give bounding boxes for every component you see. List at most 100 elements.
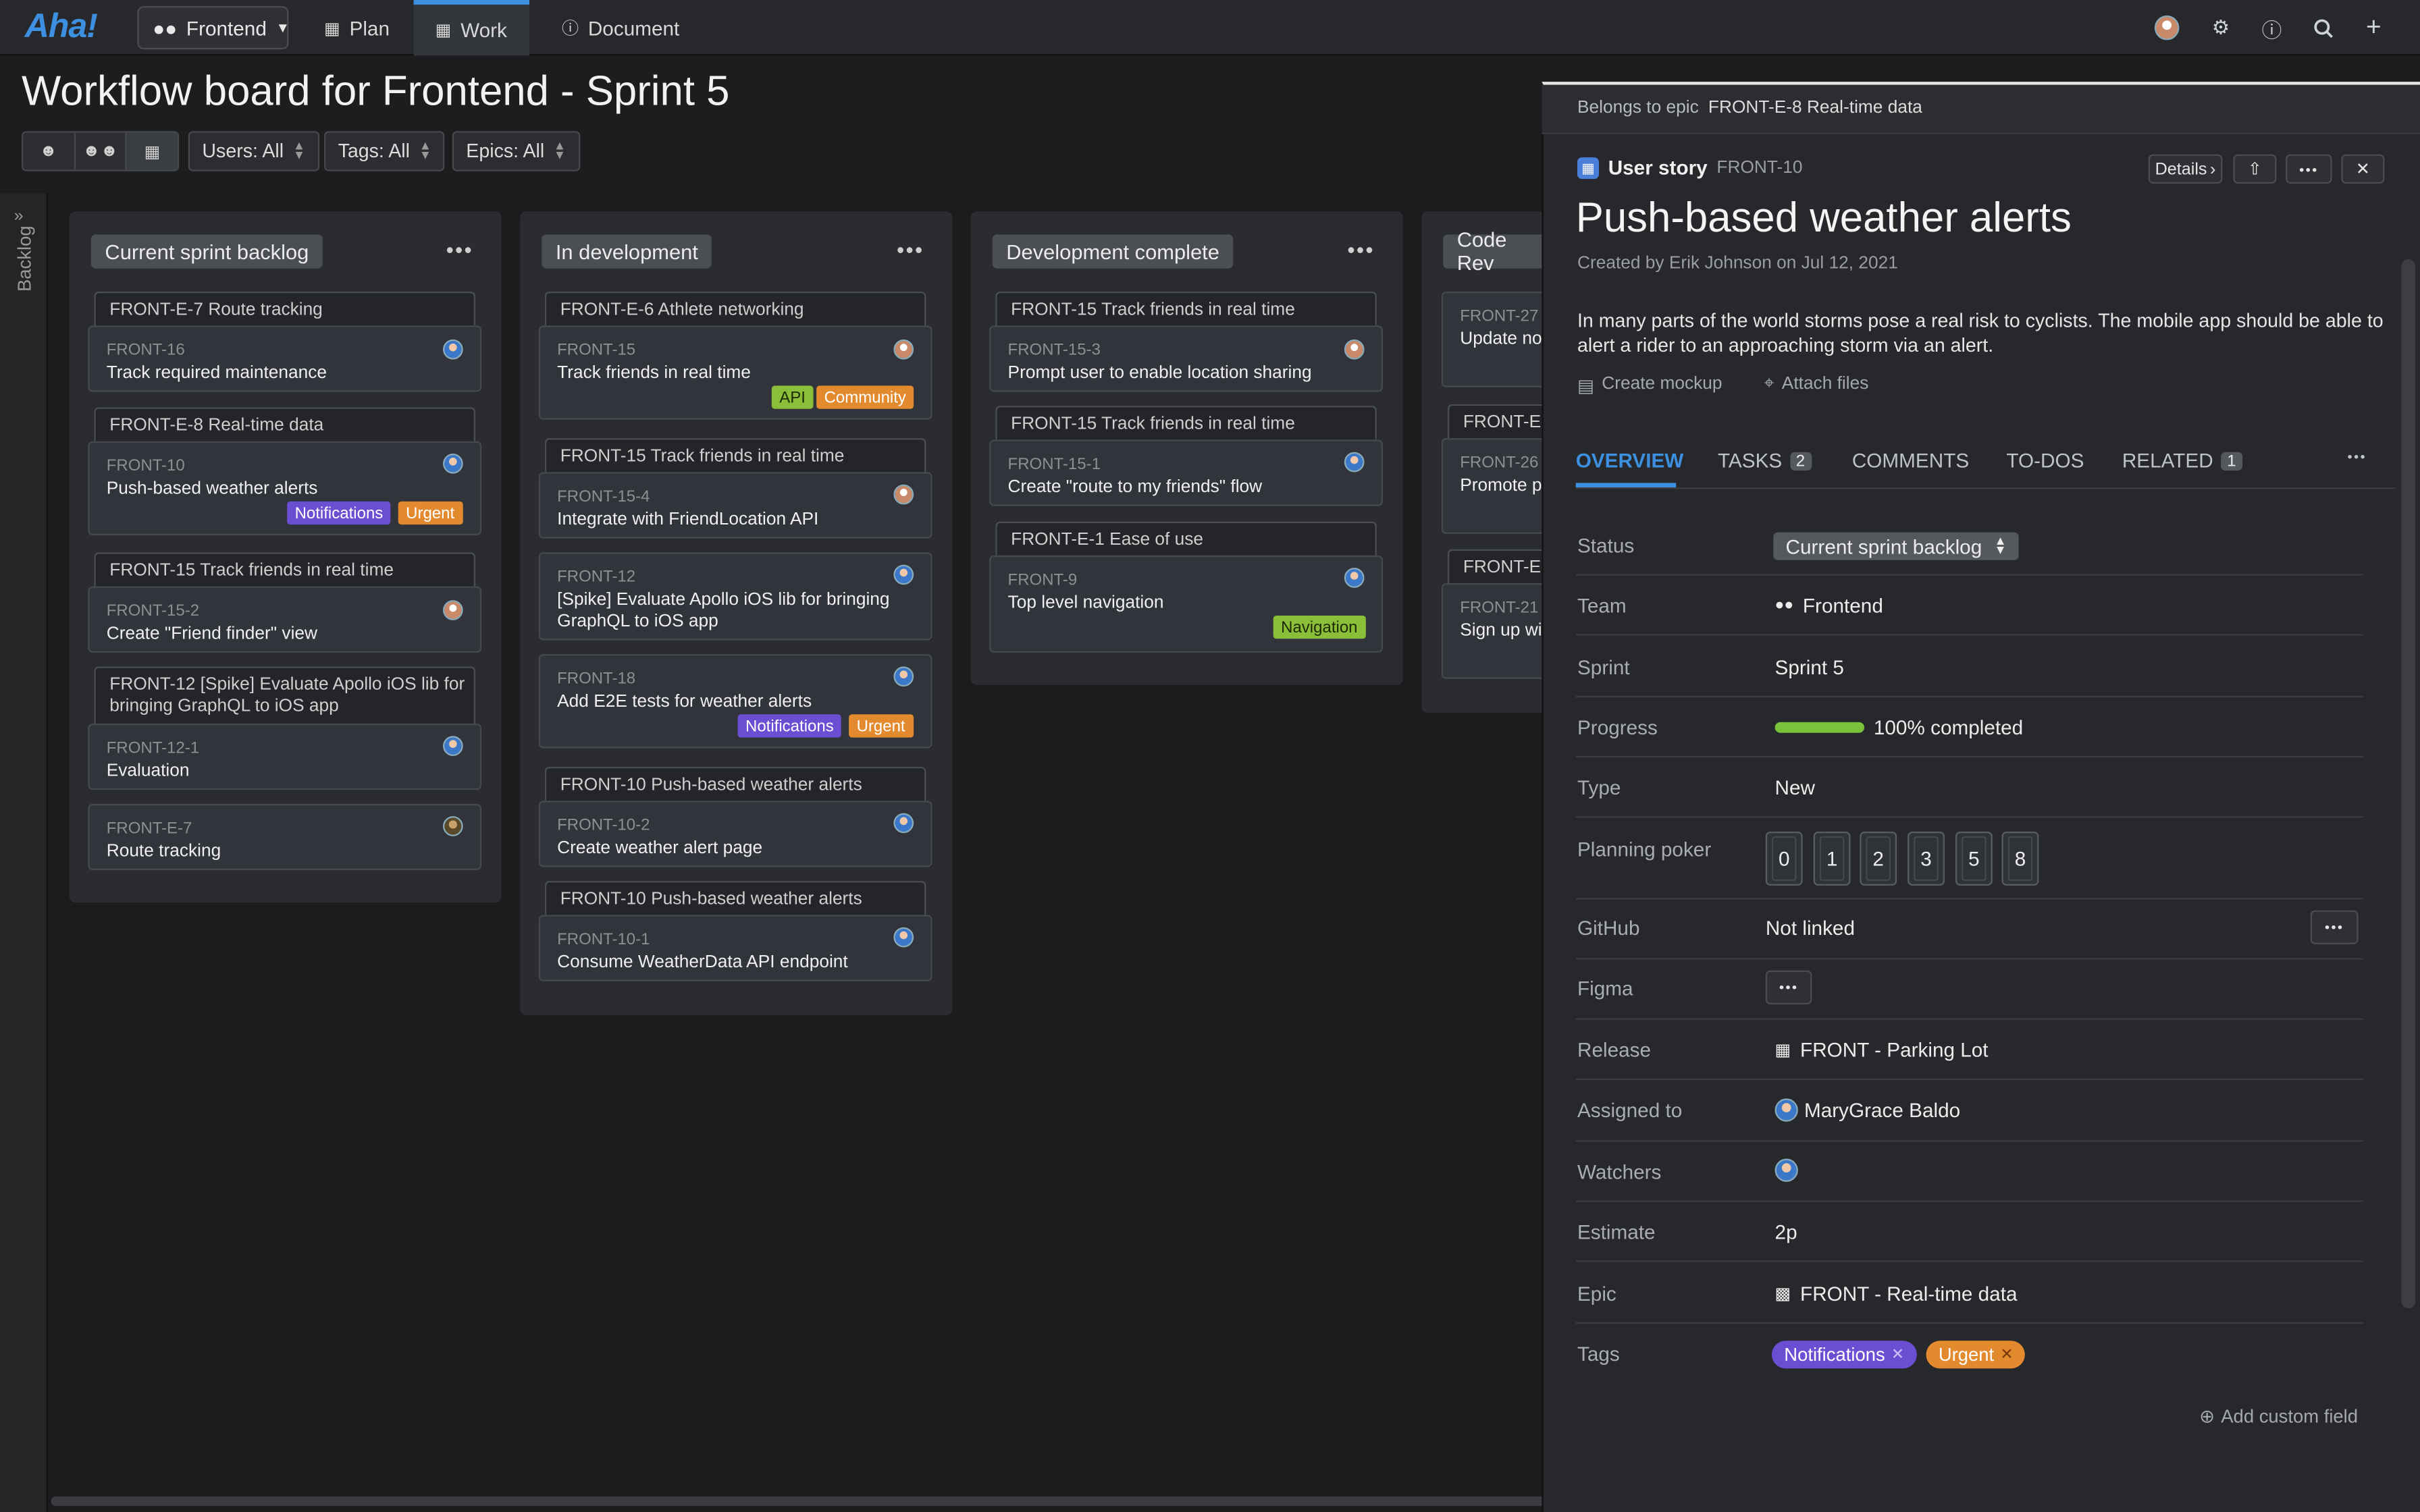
- poker-card[interactable]: 0: [1765, 831, 1803, 886]
- story-card[interactable]: FRONT-9 Top level navigation Navigation: [989, 555, 1383, 653]
- search-icon[interactable]: [2309, 14, 2336, 42]
- story-card[interactable]: FRONT-10-1 Consume WeatherData API endpo…: [538, 915, 932, 981]
- poker-value: 2: [1872, 846, 1884, 871]
- tag-api: API: [771, 385, 814, 409]
- more-options-icon[interactable]: •••: [446, 237, 474, 263]
- story-card[interactable]: FRONT-15-3 Prompt user to enable locatio…: [989, 325, 1383, 392]
- card-id: FRONT-12-1: [106, 738, 200, 758]
- backlog-sidebar[interactable]: [0, 192, 48, 1512]
- tab-document[interactable]: ⓘ Document: [540, 0, 701, 55]
- user-story-icon: ▦: [1577, 156, 1599, 178]
- epic-field[interactable]: ▩ FRONT - Real-time data: [1775, 1282, 2018, 1305]
- poker-card[interactable]: 5: [1955, 831, 1993, 886]
- epic-label[interactable]: FRONT-15 Track friends in real time: [94, 552, 475, 587]
- epic-label[interactable]: FRONT-E-7 Route tracking: [94, 291, 475, 326]
- estimate-value[interactable]: 2p: [1774, 1220, 1797, 1244]
- progress-bar[interactable]: [1774, 722, 1865, 733]
- status-dropdown[interactable]: Current sprint backlog ▲ ▼: [1773, 532, 2019, 560]
- user-avatar[interactable]: [2153, 14, 2181, 42]
- tabs-more-icon[interactable]: •••: [2347, 449, 2367, 464]
- close-icon[interactable]: ✕: [2341, 154, 2385, 184]
- story-card[interactable]: FRONT-10 Push-based weather alerts Notif…: [88, 441, 482, 536]
- epic-label[interactable]: FRONT-15 Track friends in real time: [544, 438, 926, 473]
- record-description[interactable]: In many parts of the world storms pose a…: [1577, 308, 2384, 358]
- app-logo[interactable]: Aha!: [24, 6, 98, 45]
- expand-chevron-icon[interactable]: »: [14, 207, 24, 225]
- sprint-value[interactable]: Sprint 5: [1774, 655, 1844, 679]
- create-mockup-link[interactable]: ▤ Create mockup: [1577, 375, 1722, 396]
- story-card[interactable]: FRONT-15-2 Create "Friend finder" view: [88, 586, 482, 653]
- story-card[interactable]: FRONT-16 Track required maintenance: [88, 325, 482, 392]
- poker-value: 1: [1826, 846, 1838, 871]
- remove-tag-icon[interactable]: ✕: [2000, 1346, 2014, 1364]
- tags-filter[interactable]: Tags: All ▲ ▼: [323, 131, 446, 171]
- story-card[interactable]: FRONT-10-2 Create weather alert page: [538, 801, 932, 867]
- tab-todos[interactable]: TO-DOS: [2006, 449, 2084, 473]
- assignee-avatar: [442, 816, 463, 836]
- team-view-icon[interactable]: ☻☻: [75, 132, 128, 170]
- record-detail-panel: [1542, 82, 2420, 1512]
- filter-label: Users: All: [202, 140, 284, 162]
- tab-plan[interactable]: ▦ Plan: [302, 0, 411, 55]
- epic-label[interactable]: FRONT-E-1 Ease of use: [995, 521, 1377, 556]
- board-view-icon[interactable]: ▦: [127, 132, 178, 170]
- assigned-field[interactable]: MaryGrace Baldo: [1774, 1098, 1960, 1122]
- epic-label[interactable]: FRONT-15 Track friends in real time: [995, 406, 1377, 440]
- more-options-icon[interactable]: •••: [1347, 237, 1375, 263]
- poker-card[interactable]: 2: [1860, 831, 1897, 886]
- more-options-icon[interactable]: •••: [2286, 154, 2332, 184]
- workspace-selector[interactable]: ●● Frontend ▼: [137, 6, 290, 50]
- panel-scrollbar[interactable]: [2401, 259, 2416, 1309]
- epic-label[interactable]: FRONT-E-1: [1447, 549, 1556, 583]
- type-value[interactable]: New: [1774, 776, 1816, 799]
- tag-notifications[interactable]: Notifications ✕: [1771, 1341, 1917, 1369]
- epics-filter[interactable]: Epics: All ▲ ▼: [452, 131, 580, 171]
- epic-card[interactable]: FRONT-E-7 Route tracking: [88, 803, 482, 871]
- epic-label[interactable]: FRONT-E-8 Real-time data: [94, 407, 475, 441]
- field-label-figma: Figma: [1577, 976, 1633, 1000]
- team-field[interactable]: ●● Frontend: [1775, 594, 1883, 617]
- release-field[interactable]: ▦ FRONT - Parking Lot: [1775, 1038, 1989, 1061]
- user-view-icon[interactable]: ☻: [23, 132, 76, 170]
- story-card[interactable]: FRONT-15-4 Integrate with FriendLocation…: [538, 472, 932, 539]
- record-title[interactable]: Push-based weather alerts: [1575, 194, 2072, 241]
- tab-comments[interactable]: COMMENTS: [1851, 449, 1970, 473]
- epic-label[interactable]: FRONT-15 Track friends in real time: [995, 291, 1377, 326]
- users-filter[interactable]: Users: All ▲ ▼: [188, 131, 319, 171]
- tag-notifications: Notifications: [737, 714, 842, 738]
- tab-related[interactable]: RELATED 1: [2122, 449, 2242, 472]
- story-card[interactable]: FRONT-15-1 Create "route to my friends" …: [989, 439, 1383, 506]
- help-icon[interactable]: ⓘ: [2261, 18, 2282, 41]
- horizontal-scrollbar[interactable]: [51, 1496, 1545, 1506]
- epic-label[interactable]: FRONT-12 [Spike] Evaluate Apollo iOS lib…: [94, 666, 475, 724]
- settings-gear-icon[interactable]: ⚙: [2211, 15, 2230, 39]
- epic-label[interactable]: FRONT-E-1: [1447, 404, 1556, 439]
- epic-label[interactable]: FRONT-10 Push-based weather alerts: [544, 881, 926, 915]
- poker-card[interactable]: 3: [1908, 831, 1945, 886]
- add-plus-icon[interactable]: +: [2366, 12, 2382, 42]
- tab-overview[interactable]: OVERVIEW: [1575, 449, 1684, 473]
- github-more-icon[interactable]: •••: [2310, 910, 2359, 944]
- add-custom-field-link[interactable]: ⊕ Add custom field: [2199, 1405, 2358, 1427]
- attach-files-link[interactable]: ⌖ Attach files: [1764, 375, 1869, 395]
- more-options-icon[interactable]: •••: [896, 237, 924, 263]
- view-switcher[interactable]: ☻ ☻☻ ▦: [21, 131, 180, 171]
- tab-work[interactable]: ▦ Work: [413, 0, 529, 56]
- watcher-avatar[interactable]: [1774, 1158, 1798, 1182]
- details-button[interactable]: Details ›: [2148, 154, 2223, 184]
- tab-tasks[interactable]: TASKS 2: [1718, 449, 1812, 472]
- story-card[interactable]: FRONT-18 Add E2E tests for weather alert…: [538, 654, 932, 749]
- story-card[interactable]: FRONT-15 Track friends in real time API …: [538, 325, 932, 420]
- poker-card[interactable]: 1: [1813, 831, 1851, 886]
- figma-more-icon[interactable]: •••: [1765, 970, 1812, 1004]
- share-icon[interactable]: ⇧: [2233, 154, 2277, 184]
- poker-card[interactable]: 8: [2001, 831, 2039, 886]
- story-card[interactable]: FRONT-12 [Spike] Evaluate Apollo iOS lib…: [538, 552, 932, 641]
- story-card[interactable]: FRONT-12-1 Evaluation: [88, 723, 482, 790]
- belongs-epic-link[interactable]: FRONT-E-8 Real-time data: [1708, 99, 1922, 117]
- remove-tag-icon[interactable]: ✕: [1891, 1346, 1905, 1364]
- card-id: FRONT-12: [557, 568, 636, 587]
- tag-urgent[interactable]: Urgent ✕: [1926, 1341, 2026, 1369]
- epic-label[interactable]: FRONT-10 Push-based weather alerts: [544, 766, 926, 801]
- epic-label[interactable]: FRONT-E-6 Athlete networking: [544, 291, 926, 326]
